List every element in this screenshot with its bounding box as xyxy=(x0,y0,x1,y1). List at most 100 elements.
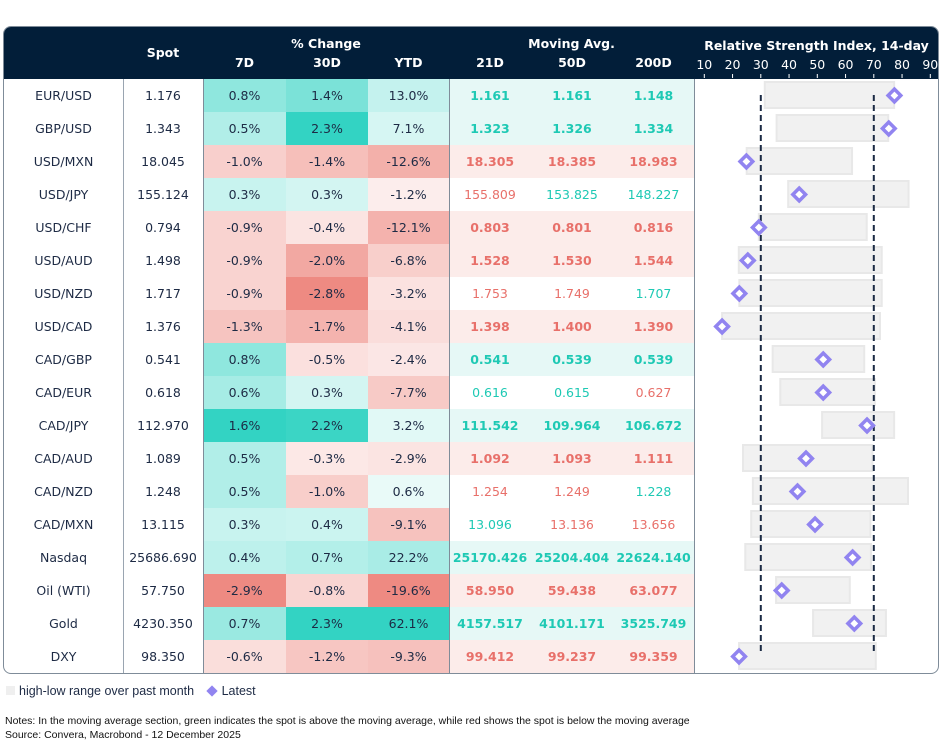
pct-change-d7: 0.3% xyxy=(203,508,286,541)
rsi-latest-marker xyxy=(858,416,876,435)
pct-change-d30: -1.2% xyxy=(286,640,368,673)
pct-change-ytd: 3.2% xyxy=(368,409,449,442)
table-body: EUR/USD 1.176 0.8% 1.4% 13.0% 1.161 1.161 1.148… xyxy=(4,79,938,673)
moving-avg-50d: 4101.171 xyxy=(531,607,613,640)
moving-avg-50d: 1.400 xyxy=(531,310,613,343)
pct-change-ytd: -12.6% xyxy=(368,145,449,178)
rsi-latest-marker xyxy=(879,119,898,138)
header-7d: 7D xyxy=(234,55,255,70)
moving-avg-50d: 109.964 xyxy=(531,409,613,442)
moving-avg-50d: 1.161 xyxy=(531,79,613,112)
table-row: CAD/EUR 0.618 0.6% 0.3% -7.7% 0.616 0.615 0.627 xyxy=(4,376,938,409)
spot-value: 25686.690 xyxy=(129,550,197,565)
table-row: Oil (WTI) 57.750 -2.9% -0.8% -19.6% 58.950 59.… xyxy=(4,574,938,607)
rsi-range-bar xyxy=(738,642,877,670)
spot-value: 1.376 xyxy=(145,319,181,334)
rsi-latest-marker xyxy=(749,218,768,237)
table-row: Nasdaq 25686.690 0.4% 0.7% 22.2% 25170.426 252… xyxy=(4,541,938,574)
instrument-name: CAD/AUD xyxy=(34,451,93,466)
moving-avg-50d: 0.539 xyxy=(531,343,613,376)
pct-change-d30: -0.8% xyxy=(286,574,368,607)
pct-change-d30: -0.5% xyxy=(286,343,368,376)
moving-avg-50d: 0.615 xyxy=(531,376,613,409)
instrument-name: GBP/USD xyxy=(35,121,92,136)
spot-value: 0.541 xyxy=(145,352,181,367)
header-50d: 50D xyxy=(558,55,586,70)
instrument-name: CAD/EUR xyxy=(35,385,92,400)
moving-avg-21d: 25170.426 xyxy=(449,541,531,574)
table-row: Gold 4230.350 0.7% 2.3% 62.1% 4157.517 4101.17… xyxy=(4,607,938,640)
pct-change-d7: -0.9% xyxy=(203,277,286,310)
spot-value: 1.248 xyxy=(145,484,181,499)
pct-change-d7: 0.3% xyxy=(203,178,286,211)
moving-avg-50d: 1.093 xyxy=(531,442,613,475)
pct-change-d30: -2.0% xyxy=(286,244,368,277)
moving-avg-21d: 0.541 xyxy=(449,343,531,376)
pct-change-d7: 0.5% xyxy=(203,475,286,508)
rsi-range-bar xyxy=(763,81,896,109)
pct-change-d30: 0.3% xyxy=(286,178,368,211)
pct-change-d30: -1.0% xyxy=(286,475,368,508)
instrument-name: USD/MXN xyxy=(33,154,94,169)
pct-change-ytd: 7.1% xyxy=(368,112,449,145)
instrument-name: USD/NZD xyxy=(34,286,93,301)
rsi-range-bar xyxy=(757,213,868,241)
spot-value: 1.176 xyxy=(145,88,181,103)
pct-change-d7: -0.6% xyxy=(203,640,286,673)
moving-avg-21d: 1.254 xyxy=(449,475,531,508)
spot-value: 155.124 xyxy=(137,187,189,202)
moving-avg-200d: 13.656 xyxy=(613,508,694,541)
rsi-latest-marker xyxy=(713,317,731,336)
note-text: Notes: In the moving average section, gr… xyxy=(5,715,690,727)
spot-value: 1.343 xyxy=(145,121,181,136)
pct-change-d7: -2.9% xyxy=(203,574,286,607)
moving-avg-21d: 13.096 xyxy=(449,508,531,541)
table-row: USD/AUD 1.498 -0.9% -2.0% -6.8% 1.528 1.530 1.5… xyxy=(4,244,938,277)
header-200d: 200D xyxy=(635,55,672,70)
moving-avg-200d: 1.390 xyxy=(613,310,694,343)
moving-avg-200d: 0.539 xyxy=(613,343,694,376)
spot-value: 0.618 xyxy=(145,385,181,400)
moving-avg-50d: 18.385 xyxy=(531,145,613,178)
pct-change-d30: 0.4% xyxy=(286,508,368,541)
pct-change-d30: 2.3% xyxy=(286,112,368,145)
rsi-latest-marker xyxy=(845,614,864,633)
pct-change-ytd: 0.6% xyxy=(368,475,449,508)
header-21d: 21D xyxy=(476,55,504,70)
notes: Notes: In the moving average section, gr… xyxy=(5,714,690,742)
rsi-tick-label: 20 xyxy=(725,57,741,72)
pct-change-d7: -1.3% xyxy=(203,310,286,343)
pct-change-d7: -0.9% xyxy=(203,211,286,244)
instrument-name: USD/CAD xyxy=(34,319,93,334)
fx-table: Spot % Change 7D 30D YTD Moving Avg. 21D… xyxy=(3,26,939,674)
legend: high-low range over past month Latest xyxy=(6,684,256,698)
spot-value: 0.794 xyxy=(145,220,181,235)
moving-avg-50d: 1.530 xyxy=(531,244,613,277)
diamond-icon xyxy=(205,685,218,697)
rsi-latest-marker xyxy=(806,515,824,534)
instrument-name: CAD/GBP xyxy=(35,352,92,367)
divider xyxy=(694,79,695,673)
rsi-tick-label: 60 xyxy=(838,57,854,72)
table-row: DXY 98.350 -0.6% -1.2% -9.3% 99.412 99.237 99.3… xyxy=(4,640,938,673)
moving-avg-21d: 18.305 xyxy=(449,145,531,178)
rsi-range-bar xyxy=(751,477,909,505)
pct-change-d30: 0.7% xyxy=(286,541,368,574)
rsi-range-bar xyxy=(775,114,890,142)
moving-avg-50d: 25204.404 xyxy=(531,541,613,574)
moving-avg-21d: 111.542 xyxy=(449,409,531,442)
moving-avg-21d: 155.809 xyxy=(449,178,531,211)
moving-avg-21d: 1.528 xyxy=(449,244,531,277)
moving-avg-21d: 99.412 xyxy=(449,640,531,673)
pct-change-d30: -0.4% xyxy=(286,211,368,244)
moving-avg-200d: 3525.749 xyxy=(613,607,694,640)
moving-avg-200d: 106.672 xyxy=(613,409,694,442)
table-row: CAD/JPY 112.970 1.6% 2.2% 3.2% 111.542 109.964… xyxy=(4,409,938,442)
pct-change-ytd: -1.2% xyxy=(368,178,449,211)
rsi-latest-marker xyxy=(814,350,833,369)
legend-range: high-low range over past month xyxy=(19,684,195,698)
rsi-latest-marker xyxy=(814,383,833,402)
pct-change-d30: 2.2% xyxy=(286,409,368,442)
moving-avg-200d: 0.627 xyxy=(613,376,694,409)
table-row: CAD/AUD 1.089 0.5% -0.3% -2.9% 1.092 1.093 1.11… xyxy=(4,442,938,475)
